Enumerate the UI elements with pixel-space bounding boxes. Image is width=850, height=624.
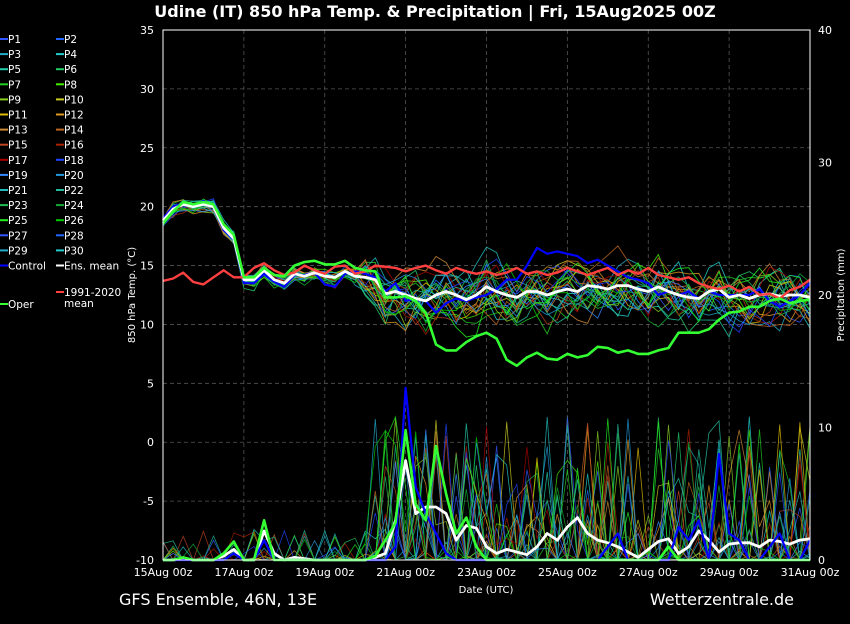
- x-tick-label: 19Aug 00z: [295, 566, 354, 579]
- legend-label: P19: [8, 170, 28, 182]
- legend-label: P16: [64, 140, 84, 152]
- x-tick-label: 25Aug 00z: [538, 566, 597, 579]
- y-tick-label: -5: [143, 495, 154, 508]
- y2-tick-label: 20: [818, 289, 832, 302]
- y2-axis-label: Precipitation (mm): [836, 248, 847, 341]
- oper-temp-line: [162, 200, 811, 368]
- legend-label: 1991-2020: [64, 287, 121, 299]
- legend-label: P26: [64, 215, 84, 227]
- chart-title: Udine (IT) 850 hPa Temp. & Precipitation…: [154, 2, 715, 22]
- y-tick-label: 35: [140, 24, 154, 37]
- x-tick-label: 29Aug 00z: [700, 566, 759, 579]
- x-tick-label: 27Aug 00z: [619, 566, 678, 579]
- footer-source: Wetterzentrale.de: [650, 590, 794, 609]
- legend-label: P20: [64, 170, 84, 182]
- y2-tick-label: 0: [818, 554, 825, 567]
- legend-label: P27: [8, 230, 28, 242]
- legend-label: P25: [8, 215, 28, 227]
- ens-mean-temp-line: [161, 202, 811, 303]
- legend-label: mean: [64, 298, 94, 310]
- y-tick-label: 20: [140, 201, 154, 214]
- legend-label: Oper: [8, 299, 34, 311]
- legend-label: P11: [8, 110, 28, 122]
- legend-label: P4: [64, 49, 77, 61]
- legend-label: P22: [64, 185, 84, 197]
- x-tick-label: 23Aug 00z: [457, 566, 516, 579]
- legend-label: P13: [8, 125, 28, 137]
- legend-label: P21: [8, 185, 28, 197]
- legend-label: P18: [64, 155, 84, 167]
- y2-tick-label: 10: [818, 422, 832, 435]
- y-tick-label: 25: [140, 142, 154, 155]
- legend-label: P2: [64, 34, 77, 46]
- x-tick-label: 21Aug 00z: [376, 566, 435, 579]
- 1991-2020-mean-temp-line: [162, 262, 811, 300]
- plot-frame: [162, 29, 811, 561]
- y-tick-label: -10: [136, 554, 154, 567]
- legend: P1 P3 P5 P7 P9 P11 P13 P15 P17 P19 P21 P23 P25 P27 P29…: [0, 34, 121, 311]
- legend-label: P24: [64, 200, 84, 212]
- y-tick-label: 10: [140, 318, 154, 331]
- x-axis-label: Date (UTC): [459, 585, 514, 596]
- y-tick-label: 0: [147, 436, 154, 449]
- legend-label: P14: [64, 125, 84, 137]
- legend-label: P8: [64, 79, 77, 91]
- legend-label: P1: [8, 34, 21, 46]
- member-temp-line: [162, 204, 811, 333]
- legend-label: P12: [64, 110, 84, 122]
- legend-label: P30: [64, 245, 84, 257]
- y-tick-label: 30: [140, 83, 154, 96]
- legend-label: P29: [8, 245, 28, 257]
- x-tick-label: 17Aug 00z: [215, 566, 274, 579]
- member-temp-line: [162, 198, 811, 335]
- legend-label: Ens. mean: [64, 261, 119, 273]
- legend-label: Control: [8, 261, 46, 273]
- x-tick-label: 15Aug 00z: [134, 566, 193, 579]
- footer-model-info: GFS Ensemble, 46N, 13E: [119, 590, 317, 609]
- legend-label: P5: [8, 64, 21, 76]
- y-tick-label: 5: [147, 377, 154, 390]
- legend-label: P6: [64, 64, 77, 76]
- axis-ticks: 35 30 25 20 15 10 5 0 -5 -10 40 30 20 10 0 15Aug 00z 17A…: [134, 24, 840, 579]
- legend-label: P10: [64, 94, 84, 106]
- y2-tick-label: 30: [818, 157, 832, 170]
- legend-label: P3: [8, 49, 21, 61]
- y-tick-label: 15: [140, 260, 154, 273]
- x-tick-label: 31Aug 00z: [781, 566, 840, 579]
- legend-label: P17: [8, 155, 28, 167]
- legend-label: P7: [8, 79, 21, 91]
- legend-label: P28: [64, 230, 84, 242]
- y-axis-label: 850 hPa Temp. (°C): [127, 247, 138, 343]
- y2-tick-label: 40: [818, 24, 832, 37]
- legend-label: P15: [8, 140, 28, 152]
- member-precip-line: [162, 426, 811, 561]
- legend-label: P9: [8, 94, 21, 106]
- legend-label: P23: [8, 200, 28, 212]
